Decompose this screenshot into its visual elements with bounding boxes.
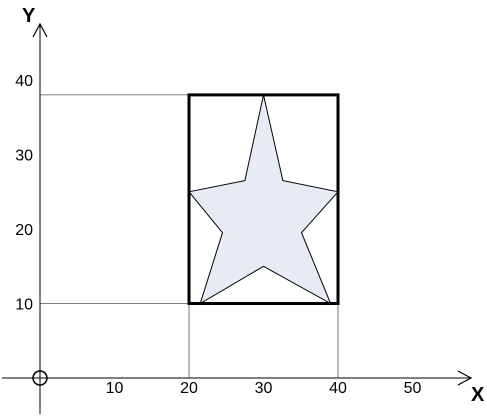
axes: X Y [2, 5, 485, 414]
y-tick-label: 10 [15, 297, 33, 314]
origin-circle-icon [32, 370, 48, 386]
x-axis-arrow-icon [457, 370, 473, 386]
bounding-rectangle [187, 93, 340, 306]
x-tick-label: 20 [180, 380, 198, 397]
y-tick-label: 30 [15, 148, 33, 165]
x-tick-label: 30 [255, 380, 273, 397]
x-axis-title: X [471, 384, 485, 406]
y-tick-label: 40 [15, 73, 33, 90]
y-tick-labels: 10 20 30 40 [15, 73, 33, 314]
guide-lines [40, 94, 339, 378]
x-tick-label: 50 [404, 380, 422, 397]
x-tick-label: 40 [329, 380, 347, 397]
y-axis-arrow-icon [32, 22, 48, 38]
x-tick-labels: 10 20 30 40 50 [106, 380, 422, 397]
y-tick-label: 20 [15, 222, 33, 239]
y-axis-title: Y [22, 5, 36, 27]
star-shape [188, 94, 339, 305]
x-tick-label: 10 [106, 380, 124, 397]
